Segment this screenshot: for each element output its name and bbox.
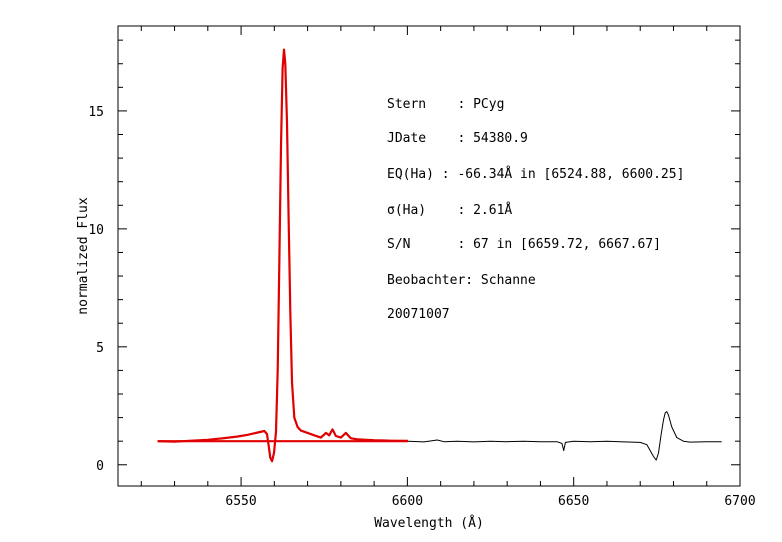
y-tick-label: 0 — [96, 459, 104, 474]
plot-frame — [117, 25, 741, 487]
annotation-observer: Beobachter: Schanne — [387, 273, 536, 288]
axis-ticks: 6550 6600 6650 6700 0 5 10 15 — [88, 26, 756, 509]
series-layer — [157, 48, 722, 463]
annotation-stern: Stern : PCyg — [387, 97, 504, 112]
series-line-2 — [407, 411, 722, 461]
y-tick-label: 10 — [88, 223, 104, 238]
annotation-date: 20071007 — [387, 307, 450, 322]
x-tick-label: 6550 — [225, 494, 256, 509]
annotation-s-n: S/N : 67 in [6659.72, 6667.67] — [387, 237, 661, 252]
y-tick-label: 15 — [88, 105, 104, 120]
annotation-eq-ha: EQ(Ha) : -66.34Å in [6524.88, 6600.25] — [387, 166, 684, 182]
x-tick-label: 6600 — [392, 494, 423, 509]
annotation-sigma-ha: σ(Ha) : 2.61Å — [387, 202, 512, 218]
y-axis-title: normalized Flux — [76, 197, 91, 315]
y-tick-label: 5 — [96, 341, 104, 356]
x-tick-label: 6650 — [558, 494, 589, 509]
x-axis-title: Wavelength (Å) — [374, 515, 484, 531]
series-line-0 — [157, 48, 409, 463]
annotation-jdate: JDate : 54380.9 — [387, 131, 528, 146]
x-tick-label: 6700 — [724, 494, 755, 509]
annotation-block: Stern : PCyg JDate : 54380.9 EQ(Ha) : -6… — [387, 97, 684, 322]
